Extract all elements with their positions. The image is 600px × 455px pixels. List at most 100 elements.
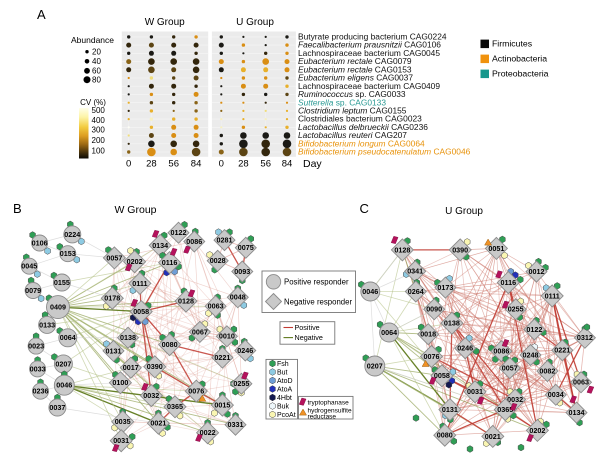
svg-text:0031: 0031 xyxy=(113,436,129,445)
svg-text:0122: 0122 xyxy=(171,228,187,237)
svg-text:0079: 0079 xyxy=(25,286,41,295)
svg-text:28: 28 xyxy=(238,159,249,170)
svg-text:0100: 0100 xyxy=(112,378,128,387)
svg-text:0255: 0255 xyxy=(233,379,249,388)
svg-text:But: But xyxy=(277,369,288,376)
svg-text:0134: 0134 xyxy=(152,241,168,250)
svg-text:400: 400 xyxy=(92,116,106,125)
svg-text:0063: 0063 xyxy=(573,378,589,387)
svg-text:0076: 0076 xyxy=(424,352,440,361)
svg-text:B: B xyxy=(13,201,22,216)
svg-text:0312: 0312 xyxy=(577,333,593,342)
svg-text:U Group: U Group xyxy=(445,206,483,217)
svg-text:Lachnospiraceae bacterium CAG0: Lachnospiraceae bacterium CAG0409 xyxy=(298,81,440,91)
svg-text:Sutterella sp. CAG0133: Sutterella sp. CAG0133 xyxy=(298,97,386,107)
svg-text:Eubacterium rectale CAG0079: Eubacterium rectale CAG0079 xyxy=(298,56,412,66)
svg-text:W Group: W Group xyxy=(114,204,156,216)
svg-text:0207: 0207 xyxy=(55,359,71,368)
svg-text:0048: 0048 xyxy=(230,293,246,302)
svg-text:Positive responder: Positive responder xyxy=(284,278,349,287)
svg-text:Ruminococcus sp. CAG0033: Ruminococcus sp. CAG0033 xyxy=(298,89,406,99)
svg-text:0138: 0138 xyxy=(120,333,136,342)
svg-text:0246: 0246 xyxy=(237,346,253,355)
svg-text:Positive: Positive xyxy=(295,323,320,332)
svg-text:0111: 0111 xyxy=(132,279,147,288)
svg-text:0035: 0035 xyxy=(115,417,131,426)
svg-text:0032: 0032 xyxy=(507,395,523,404)
svg-text:0032: 0032 xyxy=(143,391,159,400)
svg-text:CV (%): CV (%) xyxy=(80,98,106,107)
svg-text:0255: 0255 xyxy=(508,305,524,314)
svg-text:0134: 0134 xyxy=(569,408,585,417)
svg-text:0057: 0057 xyxy=(502,364,518,373)
svg-text:0046: 0046 xyxy=(56,381,72,390)
svg-text:60: 60 xyxy=(92,67,101,76)
svg-text:0128: 0128 xyxy=(178,297,194,306)
svg-text:Faecalibacterium prausnitzii C: Faecalibacterium prausnitzii CAG0106 xyxy=(298,40,441,50)
svg-text:0082: 0082 xyxy=(539,367,555,376)
svg-text:0051: 0051 xyxy=(488,244,504,253)
svg-text:300: 300 xyxy=(92,125,106,134)
svg-text:0037: 0037 xyxy=(49,403,65,412)
svg-text:80: 80 xyxy=(92,76,101,85)
svg-text:Lactobacillus delbrueckii CAG0: Lactobacillus delbrueckii CAG0236 xyxy=(298,122,428,132)
svg-text:0155: 0155 xyxy=(54,278,70,287)
svg-text:0390: 0390 xyxy=(147,362,163,371)
svg-text:Clostridiales bacterium CAG002: Clostridiales bacterium CAG0023 xyxy=(298,114,422,124)
svg-text:0021: 0021 xyxy=(150,419,166,428)
svg-text:C: C xyxy=(360,201,369,216)
svg-text:0067: 0067 xyxy=(192,327,208,336)
svg-text:0086: 0086 xyxy=(493,347,509,356)
svg-text:0015: 0015 xyxy=(214,401,230,410)
svg-text:Actinobacteria: Actinobacteria xyxy=(492,54,547,64)
svg-text:Negative: Negative xyxy=(295,333,323,342)
svg-text:0090: 0090 xyxy=(426,305,442,314)
svg-text:0246: 0246 xyxy=(457,344,473,353)
svg-text:500: 500 xyxy=(92,106,106,115)
svg-text:Negative responder: Negative responder xyxy=(284,297,352,306)
svg-text:reductase: reductase xyxy=(308,414,337,421)
svg-text:0138: 0138 xyxy=(444,319,460,328)
svg-text:0133: 0133 xyxy=(39,320,55,329)
svg-text:0207: 0207 xyxy=(367,361,383,370)
svg-text:0018: 0018 xyxy=(420,330,436,339)
svg-text:Day: Day xyxy=(303,158,322,170)
svg-text:0023: 0023 xyxy=(28,342,44,351)
svg-text:0028: 0028 xyxy=(210,256,226,265)
svg-text:0409: 0409 xyxy=(50,303,66,312)
svg-text:0031: 0031 xyxy=(467,387,483,396)
svg-text:A: A xyxy=(37,7,46,22)
svg-text:0202: 0202 xyxy=(529,426,545,435)
svg-text:Eubacterium rectale CAG0153: Eubacterium rectale CAG0153 xyxy=(298,64,412,74)
svg-text:0063: 0063 xyxy=(208,302,224,311)
svg-text:4Hbt: 4Hbt xyxy=(277,395,292,402)
svg-text:0178: 0178 xyxy=(104,294,120,303)
svg-text:0390: 0390 xyxy=(452,245,468,254)
svg-text:0116: 0116 xyxy=(501,278,517,287)
svg-text:U Group: U Group xyxy=(236,17,274,28)
svg-text:0106: 0106 xyxy=(32,238,48,247)
svg-text:0341: 0341 xyxy=(407,267,423,276)
svg-text:200: 200 xyxy=(92,136,106,145)
svg-text:0075: 0075 xyxy=(238,243,254,252)
svg-text:0045: 0045 xyxy=(21,262,37,271)
svg-text:0173: 0173 xyxy=(437,283,453,292)
svg-text:0221: 0221 xyxy=(214,353,230,362)
svg-text:0248: 0248 xyxy=(523,350,539,359)
svg-text:AtoD: AtoD xyxy=(277,378,293,385)
svg-text:Proteobacteria: Proteobacteria xyxy=(492,69,549,79)
svg-text:Eubacterium eligens CAG0037: Eubacterium eligens CAG0037 xyxy=(298,73,413,83)
svg-text:0076: 0076 xyxy=(188,387,204,396)
svg-text:Lachnospiraceae bacterium CAG0: Lachnospiraceae bacterium CAG0045 xyxy=(298,48,440,58)
svg-text:0122: 0122 xyxy=(526,325,542,334)
svg-text:0080: 0080 xyxy=(437,431,453,440)
svg-text:0365: 0365 xyxy=(497,405,513,414)
svg-text:100: 100 xyxy=(92,146,106,155)
svg-text:0017: 0017 xyxy=(123,363,139,372)
svg-text:0021: 0021 xyxy=(485,432,501,441)
svg-text:0034: 0034 xyxy=(548,390,564,399)
svg-text:0012: 0012 xyxy=(529,267,545,276)
svg-text:0: 0 xyxy=(219,159,224,170)
svg-text:PcoAt: PcoAt xyxy=(277,412,296,419)
svg-text:28: 28 xyxy=(146,159,157,170)
